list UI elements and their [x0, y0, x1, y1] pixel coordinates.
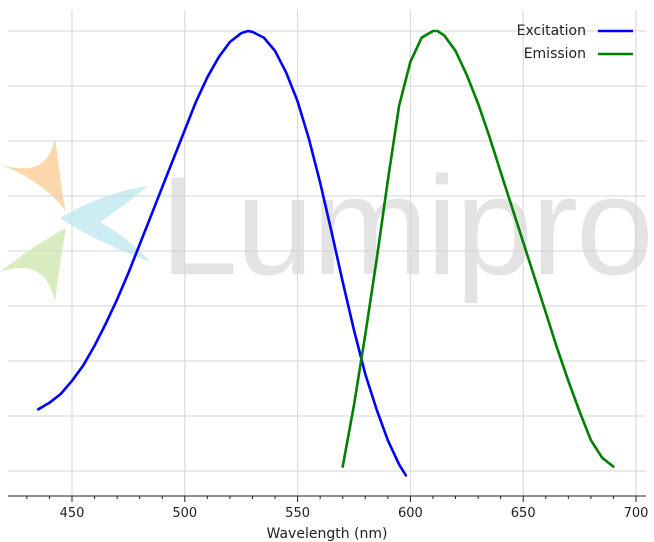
- x-tick-label: 650: [511, 506, 536, 521]
- legend-label-emission: Emission: [524, 46, 586, 62]
- lumiprobe-watermark: Lumiprobe: [0, 138, 654, 304]
- x-tick-label: 700: [624, 506, 649, 521]
- x-axis: 450 500 550 600 650 700: [8, 495, 649, 521]
- series-line-emission: [341, 29, 615, 468]
- series-layer: [36, 29, 615, 477]
- x-tick-label: 550: [285, 506, 310, 521]
- watermark-cyan-leaf: [60, 186, 150, 262]
- watermark-orange-leaf: [0, 138, 66, 212]
- x-tick-label: 450: [60, 506, 85, 521]
- series-line-excitation: [36, 29, 408, 477]
- legend-label-excitation: Excitation: [517, 23, 586, 39]
- x-tick-label: 500: [172, 506, 197, 521]
- grid: [8, 10, 646, 496]
- legend: Excitation Emission: [517, 23, 633, 62]
- x-tick-label: 600: [398, 506, 423, 521]
- x-ticks: 450 500 550 600 650 700: [26, 496, 649, 521]
- watermark-logo-text: Lumiprobe: [160, 147, 654, 304]
- x-axis-label: Wavelength (nm): [267, 526, 388, 542]
- watermark-green-leaf: [0, 228, 66, 302]
